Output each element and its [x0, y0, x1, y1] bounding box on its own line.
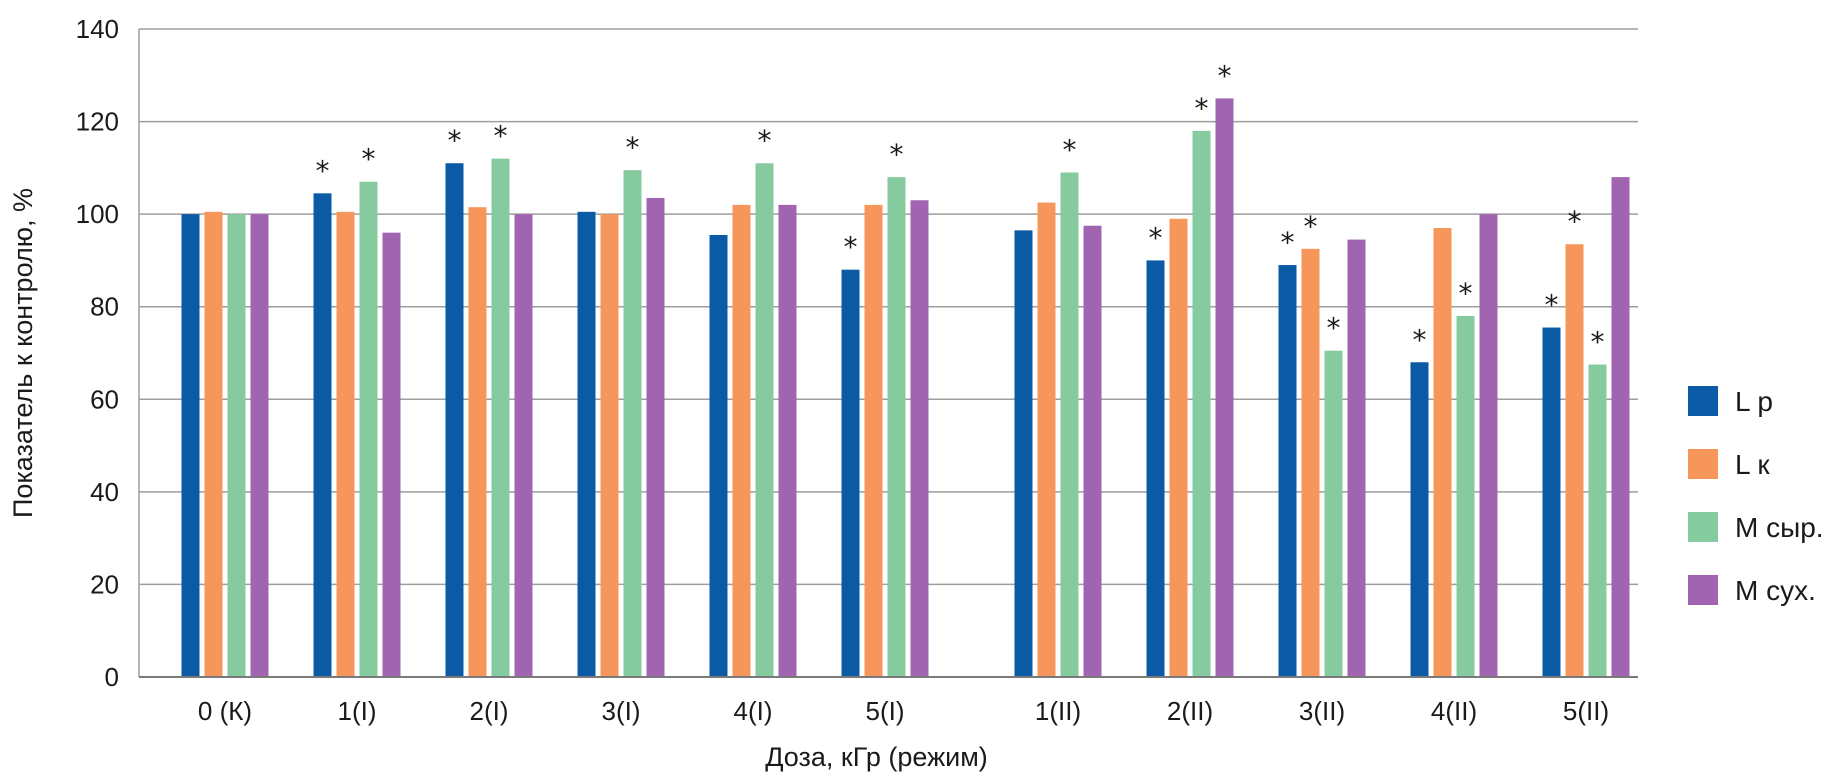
x-tick-label: 4(II) — [1431, 696, 1477, 726]
bar — [514, 214, 533, 677]
bar — [1192, 130, 1211, 678]
significance-markers: * * * * * * * * * * * * * * * * * * * * — [316, 59, 1605, 358]
y-tick-label: 60 — [90, 384, 119, 414]
bar — [1169, 218, 1188, 677]
significance-star: * — [758, 124, 772, 157]
y-tick-label: 40 — [90, 477, 119, 507]
x-tick-label: 1(I) — [338, 696, 377, 726]
bar — [491, 158, 510, 678]
significance-star: * — [1281, 226, 1295, 259]
bar — [1037, 202, 1056, 678]
bar — [204, 211, 223, 678]
legend-label: L к — [1735, 449, 1770, 480]
significance-star: * — [626, 131, 640, 164]
bar — [445, 163, 464, 677]
x-tick-label: 2(II) — [1167, 696, 1213, 726]
bar — [1588, 364, 1607, 677]
significance-star: * — [1545, 289, 1559, 322]
bar — [1611, 177, 1630, 677]
significance-star: * — [494, 120, 508, 153]
bar — [1433, 228, 1452, 677]
significance-star: * — [1195, 92, 1209, 125]
y-tick-label: 140 — [76, 14, 119, 44]
significance-star: * — [1568, 205, 1582, 238]
bar — [1324, 350, 1343, 677]
bar — [1083, 225, 1102, 677]
significance-star: * — [1218, 59, 1232, 92]
significance-star: * — [890, 138, 904, 171]
bar — [709, 234, 728, 677]
bar — [732, 204, 751, 677]
x-axis-label: Доза, кГр (режим) — [765, 742, 988, 772]
bar — [1347, 239, 1366, 677]
x-tick-label: 5(II) — [1563, 696, 1609, 726]
x-tick-label: 3(II) — [1299, 696, 1345, 726]
bar — [1542, 327, 1561, 677]
y-tick-label: 80 — [90, 292, 119, 322]
bar — [1060, 172, 1079, 677]
x-tick-label: 4(I) — [734, 696, 773, 726]
bar — [887, 177, 906, 677]
bar — [313, 193, 332, 678]
significance-star: * — [1591, 326, 1605, 359]
significance-star: * — [448, 124, 462, 157]
legend-swatch — [1688, 512, 1718, 542]
significance-star: * — [1304, 210, 1318, 243]
bar — [250, 214, 269, 677]
x-tick-label: 0 (К) — [198, 696, 252, 726]
significance-star: * — [1149, 221, 1163, 254]
significance-star: * — [316, 154, 330, 187]
bar — [1565, 244, 1584, 677]
bar — [181, 214, 200, 677]
legend-swatch — [1688, 386, 1718, 416]
bar — [468, 207, 487, 677]
y-tick-label: 20 — [90, 569, 119, 599]
y-tick-label: 120 — [76, 107, 119, 137]
legend-label: L р — [1735, 386, 1773, 417]
bar — [1146, 260, 1165, 677]
x-tick-label: 3(I) — [602, 696, 641, 726]
x-axis-ticks: 0 (К) 1(I) 2(I) 3(I) 4(I) 5(I) 1(II) 2(II) 3(II)… — [198, 696, 1609, 726]
bar — [778, 204, 797, 677]
x-tick-label: 1(II) — [1035, 696, 1081, 726]
legend: L р L к М сыр. М сух. — [1688, 386, 1824, 606]
bars — [181, 98, 1630, 678]
bar — [910, 200, 929, 677]
bar — [1301, 248, 1320, 677]
y-axis-label: Показатель к контролю, % — [8, 188, 38, 518]
significance-star: * — [1413, 323, 1427, 356]
legend-label: М сух. — [1735, 575, 1816, 606]
bar — [600, 214, 619, 677]
x-tick-label: 5(I) — [866, 696, 905, 726]
bar — [336, 211, 355, 678]
bar — [227, 214, 246, 677]
bar — [841, 269, 860, 677]
bar — [755, 163, 774, 677]
significance-star: * — [844, 231, 858, 264]
bar — [1456, 315, 1475, 677]
bar — [623, 170, 642, 677]
bar — [864, 204, 883, 677]
legend-swatch — [1688, 575, 1718, 605]
bar — [1278, 265, 1297, 677]
bar — [359, 181, 378, 677]
bar — [577, 211, 596, 678]
y-tick-label: 0 — [105, 662, 119, 692]
bar — [1014, 230, 1033, 678]
bar — [1479, 214, 1498, 677]
legend-swatch — [1688, 449, 1718, 479]
significance-star: * — [1459, 277, 1473, 310]
x-tick-label: 2(I) — [470, 696, 509, 726]
y-axis-ticks: 0 20 40 60 80 100 120 140 — [76, 14, 119, 692]
bar — [382, 232, 401, 677]
y-tick-label: 100 — [76, 199, 119, 229]
legend-label: М сыр. — [1735, 512, 1824, 543]
significance-star: * — [362, 143, 376, 176]
bar — [1410, 362, 1429, 677]
significance-star: * — [1327, 312, 1341, 345]
bar — [1215, 98, 1234, 677]
bar — [646, 197, 665, 677]
significance-star: * — [1063, 133, 1077, 166]
